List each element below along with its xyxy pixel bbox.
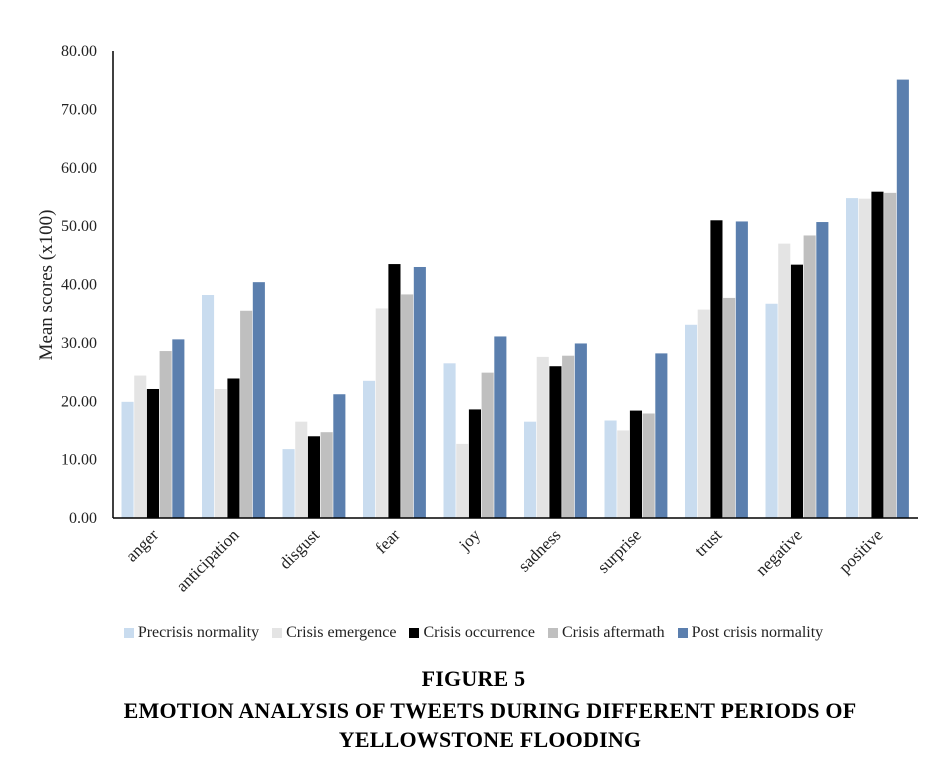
bar-chart: 0.00 10.00 20.00 30.00 40.00 50.00 60.00 70.00 8… (36, 43, 918, 596)
bar-positive-1 (858, 198, 871, 518)
bar-negative-2 (790, 264, 803, 518)
bar-negative-3 (803, 235, 816, 518)
bar-fear-4 (413, 266, 426, 518)
legend-swatch (409, 628, 420, 638)
bar-anticipation-1 (214, 388, 227, 518)
x-tick-label-negative: negative (752, 525, 806, 579)
bar-anger-3 (159, 351, 172, 518)
x-tick-label-sadness: sadness (514, 525, 564, 575)
bar-anger-0 (121, 401, 134, 518)
bar-negative-4 (816, 222, 829, 518)
legend-label: Crisis emergence (286, 624, 397, 641)
bar-sadness-4 (574, 343, 587, 518)
bar-negative-0 (765, 303, 778, 518)
legend-item: Crisis aftermath (547, 624, 665, 642)
bar-disgust-2 (307, 436, 320, 518)
legend-swatch (123, 628, 134, 638)
bar-positive-4 (896, 79, 909, 518)
bar-disgust-1 (295, 421, 308, 518)
legend-label: Precrisis normality (137, 624, 260, 641)
y-tick-label: 80.00 (61, 43, 97, 60)
y-tick-label: 20.00 (61, 393, 97, 410)
legend-swatch (677, 628, 688, 638)
bar-trust-4 (735, 221, 748, 518)
bar-fear-2 (388, 264, 401, 518)
legend-item: Crisis emergence (272, 624, 396, 642)
legend-item: Precrisis normality (123, 624, 260, 642)
y-tick-label: 10.00 (61, 452, 97, 469)
bar-positive-3 (884, 192, 897, 518)
y-tick-label: 50.00 (61, 218, 97, 235)
figure-number: FIGURE 5 (421, 666, 526, 691)
bar-anger-2 (146, 388, 159, 518)
bar-joy-0 (443, 363, 456, 518)
bar-surprise-0 (604, 420, 617, 518)
legend-item: Post crisis normality (677, 624, 824, 642)
x-tick-label-anger: anger (122, 525, 162, 565)
bar-trust-0 (685, 324, 698, 518)
bar-anger-1 (134, 375, 147, 518)
bar-fear-3 (401, 294, 414, 518)
bar-joy-1 (456, 443, 469, 518)
bar-surprise-2 (629, 410, 642, 518)
bar-trust-3 (723, 297, 736, 518)
bar-fear-1 (375, 308, 388, 518)
y-tick-label: 0.00 (69, 510, 97, 527)
bars (121, 79, 909, 519)
bar-disgust-3 (320, 432, 333, 518)
bar-sadness-3 (562, 355, 575, 518)
bar-surprise-3 (642, 413, 655, 518)
bar-surprise-4 (655, 353, 668, 518)
legend-item: Crisis occurrence (409, 624, 535, 642)
y-tick-label: 40.00 (61, 277, 97, 294)
legend-label: Crisis occurrence (423, 624, 535, 641)
bar-positive-2 (871, 191, 884, 518)
bar-surprise-1 (617, 430, 630, 518)
x-tick-label-trust: trust (691, 525, 726, 560)
legend-swatch (547, 628, 558, 638)
bar-anticipation-2 (227, 378, 240, 518)
x-tick-label-disgust: disgust (276, 525, 324, 573)
bar-joy-4 (494, 336, 507, 518)
bar-positive-0 (846, 198, 859, 519)
bar-joy-2 (468, 409, 481, 518)
bar-anger-4 (172, 339, 185, 518)
bar-trust-2 (710, 220, 723, 518)
x-tick-label-positive: positive (835, 525, 887, 577)
y-tick-label: 30.00 (61, 335, 97, 352)
legend-label: Post crisis normality (691, 624, 824, 641)
chart-legend: Precrisis normality Crisis emergence Crisi… (0, 624, 947, 642)
bar-joy-3 (481, 372, 494, 518)
bar-disgust-0 (282, 449, 295, 518)
bar-anticipation-0 (202, 295, 215, 518)
bar-sadness-0 (524, 421, 537, 518)
legend-label: Crisis aftermath (561, 624, 665, 641)
x-tick-label-surprise: surprise (594, 525, 645, 576)
y-axis: 0.00 10.00 20.00 30.00 40.00 50.00 60.00 70.00 8… (61, 43, 114, 527)
y-axis-label: Mean scores (x100) (36, 210, 57, 361)
bar-anticipation-4 (252, 282, 265, 518)
bar-fear-0 (363, 380, 376, 518)
bar-negative-1 (778, 243, 791, 518)
bar-sadness-2 (549, 366, 562, 518)
bar-disgust-4 (333, 394, 346, 518)
x-axis: anger anticipation disgust fear joy sadness su… (113, 517, 918, 596)
x-tick-label-anticipation: anticipation (172, 525, 243, 596)
legend-swatch (272, 628, 283, 638)
bar-sadness-1 (536, 356, 549, 518)
y-tick-label: 70.00 (61, 101, 97, 118)
bar-anticipation-3 (240, 310, 253, 518)
y-tick-label: 60.00 (61, 160, 97, 177)
bar-trust-1 (697, 309, 710, 518)
x-tick-label-fear: fear (371, 525, 403, 557)
figure-title: EMOTION ANALYSIS OF TWEETS DURING DIFFER… (123, 698, 857, 752)
x-tick-label-joy: joy (455, 525, 485, 555)
